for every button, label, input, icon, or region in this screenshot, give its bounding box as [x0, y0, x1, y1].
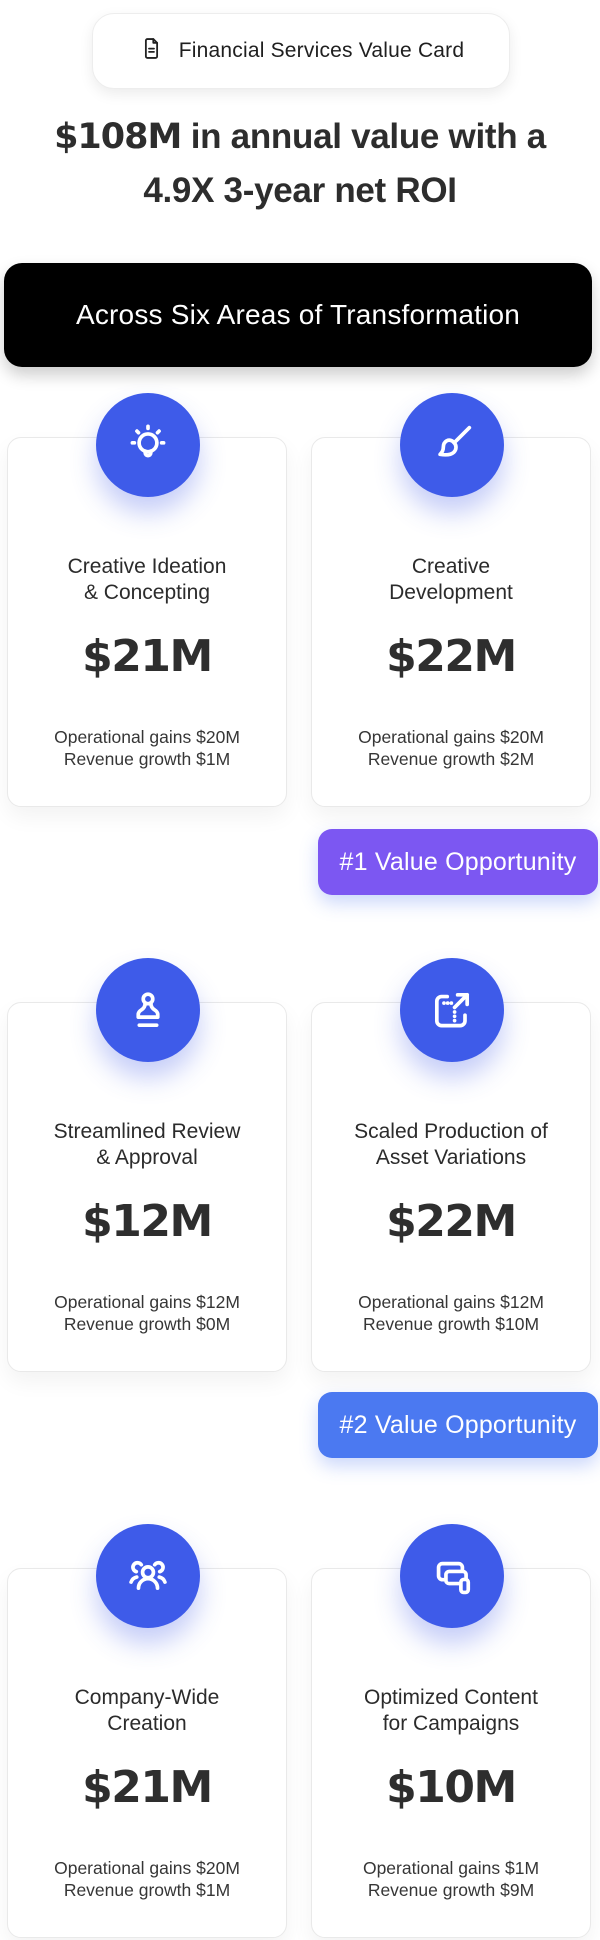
card-title-line-2: & Concepting	[83, 581, 211, 604]
card-detail: Operational gains $1M Revenue growth $9M	[363, 1857, 539, 1901]
card-title-line-2: for Campaigns	[382, 1712, 520, 1735]
value-card-4: Scaled Production of Asset Variations $2…	[311, 958, 591, 1372]
card-icon-circle	[400, 1524, 504, 1628]
card-detail-line-2: Revenue growth $9M	[367, 1880, 535, 1900]
card-detail-line-2: Revenue growth $2M	[367, 749, 535, 769]
card-title-line-1: Company-Wide	[74, 1686, 220, 1709]
card-title-line-1: Creative Ideation	[67, 555, 227, 578]
card-value: $22M	[386, 631, 517, 682]
card-value: $12M	[82, 1196, 213, 1247]
card-title: Company-Wide Creation	[75, 1685, 220, 1737]
value-card-1: Creative Ideation & Concepting $21M Oper…	[7, 393, 287, 807]
card-detail-line-1: Operational gains $1M	[362, 1858, 540, 1878]
value-card-3: Streamlined Review & Approval $12M Opera…	[7, 958, 287, 1372]
card-detail-line-2: Revenue growth $10M	[362, 1314, 540, 1334]
card-title-line-1: Optimized Content	[364, 1686, 538, 1709]
card-title-line-2: Development	[389, 581, 513, 604]
value-opportunity-badge-1: #1 Value Opportunity	[318, 829, 598, 895]
card-title: Optimized Content for Campaigns	[364, 1685, 538, 1737]
card-title: Creative Development	[389, 554, 513, 606]
screens-icon	[436, 1561, 471, 1595]
card-value: $21M	[82, 631, 213, 682]
page-title-line-2: 4.9X 3-year net ROI	[143, 171, 457, 210]
document-icon	[138, 35, 165, 67]
lightbulb-icon	[130, 424, 166, 458]
card-detail: Operational gains $20M Revenue growth $1…	[54, 1857, 240, 1901]
value-opportunity-badge-1-label: #1 Value Opportunity	[339, 847, 577, 876]
card-icon-circle	[96, 393, 200, 497]
card-icon-circle	[400, 958, 504, 1062]
card-title-line-2: & Approval	[96, 1146, 198, 1169]
card-title: Scaled Production of Asset Variations	[354, 1119, 548, 1171]
card-detail-line-1: Operational gains $12M	[358, 1292, 544, 1312]
headline-amount: $108M	[54, 117, 182, 157]
card-title-line-1: Streamlined Review	[53, 1120, 241, 1143]
card-detail-line-1: Operational gains $12M	[54, 1292, 240, 1312]
paintbrush-icon	[438, 425, 472, 457]
card-detail-line-1: Operational gains $20M	[54, 1858, 240, 1878]
section-banner: Across Six Areas of Transformation	[4, 263, 592, 367]
card-detail: Operational gains $12M Revenue growth $0…	[54, 1291, 240, 1335]
stamp-icon	[136, 992, 160, 1028]
page-title: $108M in annual value with a 4.9X 3-year…	[0, 110, 600, 217]
header-badge: Financial Services Value Card	[92, 13, 510, 89]
card-icon-circle	[400, 393, 504, 497]
card-detail-line-2: Revenue growth $1M	[63, 749, 231, 769]
card-title: Streamlined Review & Approval	[54, 1119, 241, 1171]
value-card-5: Company-Wide Creation $21M Operational g…	[7, 1524, 287, 1938]
card-detail-line-2: Revenue growth $1M	[63, 1880, 231, 1900]
card-title-line-1: Scaled Production of	[354, 1120, 548, 1143]
value-opportunity-badge-2: #2 Value Opportunity	[318, 1392, 598, 1458]
value-card-2: Creative Development $22M Operational ga…	[311, 393, 591, 807]
card-title-line-2: Creation	[107, 1712, 187, 1735]
card-detail: Operational gains $12M Revenue growth $1…	[358, 1291, 544, 1335]
header-badge-label: Financial Services Value Card	[178, 39, 465, 62]
value-opportunity-badge-2-label: #2 Value Opportunity	[339, 1410, 577, 1439]
section-banner-label: Across Six Areas of Transformation	[75, 299, 521, 330]
card-icon-circle	[96, 1524, 200, 1628]
people-group-icon	[129, 1560, 167, 1590]
card-title-line-2: Asset Variations	[375, 1146, 527, 1169]
scale-export-icon	[434, 992, 470, 1028]
card-value: $21M	[82, 1762, 213, 1813]
card-value: $10M	[386, 1762, 517, 1813]
headline-rest: in annual value with a	[181, 117, 546, 156]
card-detail: Operational gains $20M Revenue growth $2…	[358, 726, 544, 770]
card-detail: Operational gains $20M Revenue growth $1…	[54, 726, 240, 770]
card-icon-circle	[96, 958, 200, 1062]
card-detail-line-1: Operational gains $20M	[358, 727, 544, 747]
card-title: Creative Ideation & Concepting	[68, 554, 227, 606]
card-detail-line-2: Revenue growth $0M	[63, 1314, 231, 1334]
card-value: $22M	[386, 1196, 517, 1247]
page-title-line-1: $108M in annual value with a	[0, 110, 600, 164]
value-card-6: Optimized Content for Campaigns $10M Ope…	[311, 1524, 591, 1938]
card-title-line-1: Creative	[411, 555, 491, 578]
card-detail-line-1: Operational gains $20M	[54, 727, 240, 747]
